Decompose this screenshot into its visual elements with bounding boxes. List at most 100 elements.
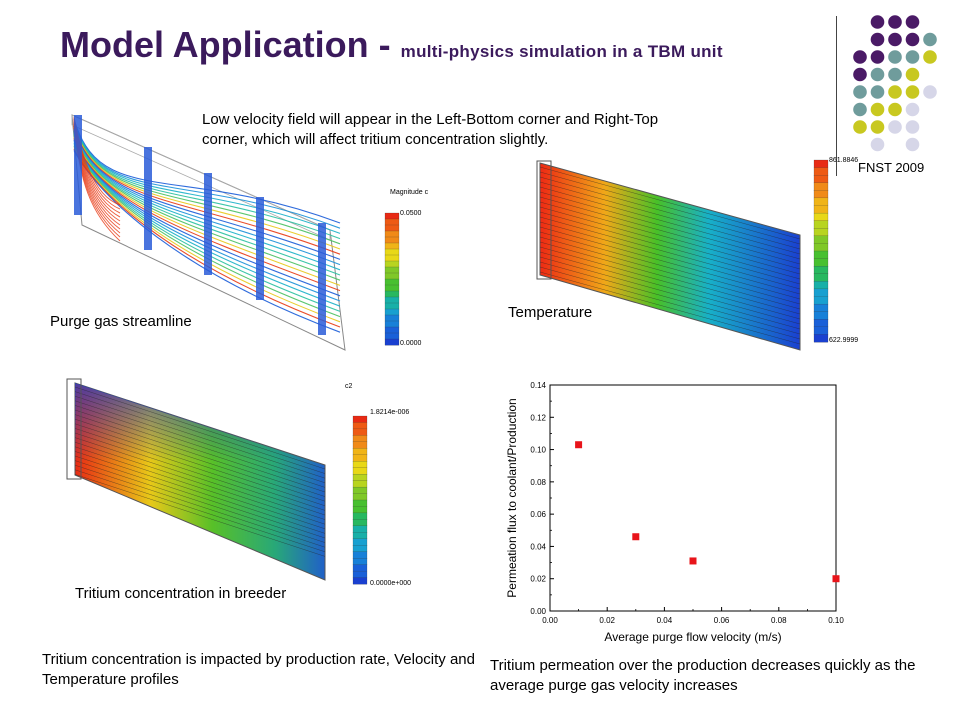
fin-line (539, 271, 801, 345)
colorbar-segment (384, 212, 400, 220)
tritium-colorbar-min: 0.0000e+000 (370, 580, 411, 587)
footer-tag: FNST 2009 (858, 160, 925, 175)
colorbar-segment (384, 272, 400, 280)
manifold (66, 378, 82, 480)
fin-line (539, 171, 801, 245)
colorbar-segment (384, 326, 400, 334)
decorative-dot (905, 50, 920, 64)
tritium-colorbar: c2 1.8214e-006 0.0000e+000 (345, 383, 411, 587)
colorbar-segment (813, 235, 829, 244)
fin-line (539, 231, 801, 305)
colorbar-segment (384, 236, 400, 244)
fin-line (539, 246, 801, 320)
fin-line (74, 409, 326, 493)
streamline (73, 136, 341, 286)
fin-line (539, 256, 801, 330)
colorbar-segment (352, 428, 368, 436)
fin-line (74, 464, 326, 548)
title-main: Model Application - (60, 24, 401, 65)
colorbar-segment (352, 415, 368, 423)
chart-y-axis-label: Permeation flux to coolant/Production (505, 398, 519, 597)
chart-x-axis-label: Average purge flow velocity (m/s) (604, 630, 781, 644)
decorative-dot (905, 15, 920, 29)
colorbar-segment (384, 218, 400, 226)
fin-line (74, 451, 326, 534)
streamline (73, 141, 341, 302)
streamline-colorbar-title: Magnitude c (390, 189, 429, 196)
streamline (73, 127, 341, 255)
fin-line (74, 400, 326, 484)
fin-line (74, 423, 326, 507)
decorative-dot (870, 67, 885, 82)
chart-y-tick-label: 0.12 (530, 413, 546, 422)
chart-y-tick-label: 0.00 (530, 607, 546, 616)
colorbar-segment (352, 525, 368, 533)
colorbar-segment (813, 288, 829, 297)
decorative-dot-grid (853, 15, 937, 152)
colorbar-segment (352, 545, 368, 553)
colorbar-segment (813, 303, 829, 313)
streamline (73, 120, 341, 229)
streamline-figure (71, 114, 346, 351)
channel-post (256, 197, 264, 300)
colorbar-segment (384, 278, 400, 286)
streamline (73, 124, 341, 245)
chart-y-tick-label: 0.10 (530, 446, 546, 455)
colorbar-segment (384, 254, 400, 262)
colorbar-segment (352, 480, 368, 488)
colorbar-segment (384, 338, 400, 346)
channel-post (204, 173, 212, 275)
decorative-dot (923, 50, 937, 64)
streamline (73, 135, 341, 281)
chart-y-tick-label: 0.14 (530, 381, 546, 390)
colorbar-segment (352, 486, 368, 494)
colorbar-segment (813, 228, 829, 237)
streamline (73, 126, 341, 250)
colorbar-segment (352, 570, 368, 578)
decorative-dot (905, 137, 920, 152)
colorbar-segment (384, 308, 400, 316)
colorbar-segment (813, 281, 829, 290)
page-title: Model Application - multi-physics simula… (60, 24, 723, 66)
channel-post (144, 147, 152, 250)
colorbar-segment (352, 577, 368, 585)
caption-temperature: Temperature (508, 304, 593, 321)
colorbar-segment (813, 311, 829, 320)
streamline (73, 138, 341, 292)
fin-line (74, 437, 326, 520)
chart-data-point (575, 441, 583, 449)
chart-x-tick-label: 0.04 (657, 616, 673, 625)
colorbar-segment (813, 212, 829, 222)
fin-line (539, 186, 801, 260)
decorative-dot (888, 15, 902, 29)
channel-post (74, 115, 82, 215)
colorbar-segment (384, 296, 400, 304)
streamline (73, 132, 341, 271)
colorbar-segment (352, 474, 368, 482)
fin-line (74, 405, 326, 488)
fin-line (539, 261, 801, 335)
title-sub: multi-physics simulation in a TBM unit (400, 42, 723, 61)
fin-line (539, 196, 801, 270)
colorbar-segment (813, 159, 829, 168)
tritium-figure (66, 378, 326, 581)
decorative-dot (905, 85, 920, 99)
colorbar-segment (384, 302, 400, 310)
tritium-colorbar-title: c2 (345, 383, 353, 390)
colorbar-segment (813, 167, 829, 176)
chart-x-tick-label: 0.00 (542, 616, 558, 625)
fin-line (539, 236, 801, 310)
decorative-dot (870, 120, 885, 134)
manifold (536, 160, 552, 280)
decorative-dot (853, 67, 867, 82)
decorative-dot (923, 32, 937, 47)
chart-data-point (689, 557, 697, 565)
colorbar-segment (352, 512, 368, 520)
streamline (73, 133, 341, 276)
streamline-colorbar: Magnitude c 0.0500 0.0000 (384, 189, 429, 347)
decorative-dot (888, 120, 902, 134)
fin-line (74, 441, 326, 525)
temperature-colorbar-max: 861.8846 (829, 157, 858, 164)
colorbar-segment (813, 266, 829, 275)
streamline-colorbar-max: 0.0500 (400, 210, 422, 217)
